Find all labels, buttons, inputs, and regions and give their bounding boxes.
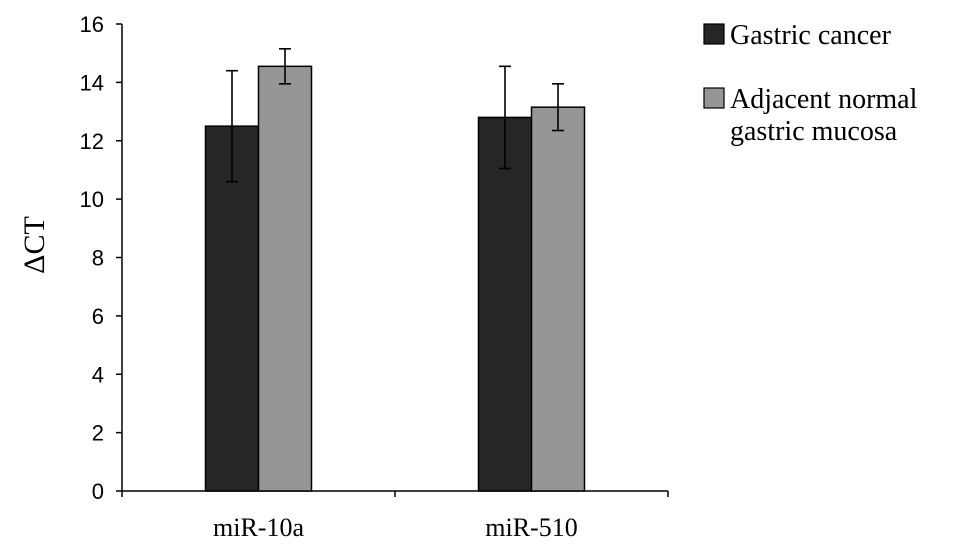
axes: 0 2 4 6 8 10 12 14 16 miR-10a miR-510 [80,12,669,542]
bar [477,116,533,492]
legend-swatch [703,87,725,109]
legend-label: Adjacent normal [730,84,918,115]
bars [204,65,586,492]
y-axis-title: ΔCT [18,216,51,274]
y-tick-label: 2 [92,421,104,446]
y-tick-label: 4 [92,362,104,387]
bar [204,125,260,492]
y-tick-label: 10 [80,187,104,212]
bar [257,65,313,492]
y-tick-label: 6 [92,304,104,329]
bar [530,106,586,492]
legend-label: gastric mucosa [730,116,898,147]
legend-swatch [703,23,725,45]
y-tick-label: 12 [80,129,104,154]
x-category-label: miR-10a [213,513,304,542]
y-tick-label: 16 [80,12,104,37]
y-tick-label: 0 [92,479,104,504]
x-category-label: miR-510 [485,513,577,542]
legend-label: Gastric cancer [730,20,892,51]
y-tick-label: 8 [92,246,104,271]
error-bars [226,48,564,183]
y-tick-label: 14 [80,70,104,95]
